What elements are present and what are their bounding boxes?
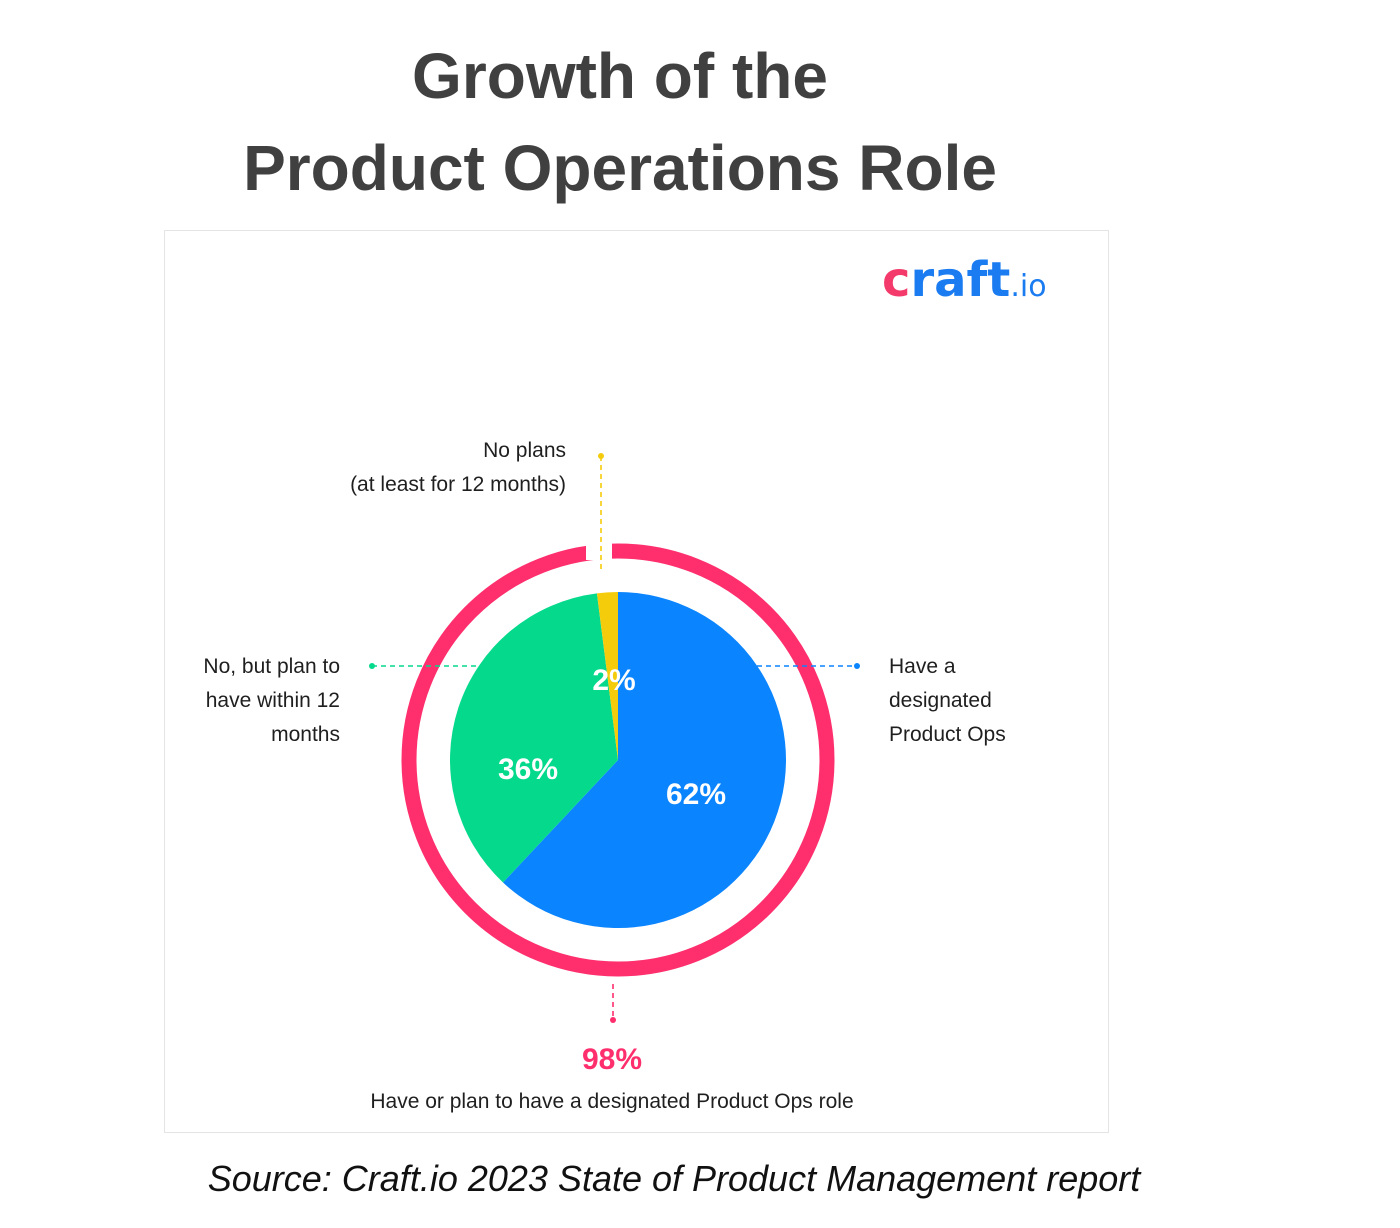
- pie-slice-1: [502, 592, 787, 928]
- title-line-1: Growth of the: [412, 40, 828, 112]
- title-line-2: Product Operations Role: [243, 132, 997, 204]
- slice-label-line: months: [271, 723, 340, 746]
- logo-main-text: raft: [910, 252, 1011, 308]
- slice-label-3: No plans (at least for 12 months): [350, 439, 566, 496]
- total-percentage: 98%: [582, 1043, 642, 1076]
- ring-gap: [586, 530, 612, 560]
- slice-percentage-1: 62%: [666, 778, 726, 811]
- leader-lines: [369, 453, 860, 1023]
- pie-slices: 62% 36% 2%: [450, 592, 787, 928]
- slice-label-line: designated: [889, 689, 992, 712]
- craft-io-logo: craft.io: [882, 250, 1047, 317]
- slice-label-2: No, but plan to have within 12 months: [203, 655, 340, 746]
- slice-label-1: Have a designated Product Ops: [889, 655, 1006, 746]
- slice-percentage-3: 2%: [592, 664, 635, 697]
- leader-dot-3: [598, 453, 604, 459]
- pie-slice-3: [596, 592, 618, 760]
- pie-slice-2: [450, 593, 618, 883]
- leader-dot-2: [369, 663, 375, 669]
- slice-label-line: No, but plan to: [203, 655, 340, 678]
- total-leader-dot: [610, 1017, 616, 1023]
- logo-suffix: .io: [1010, 269, 1047, 304]
- slice-labels: Have a designated Product Ops No, but plan …: [203, 439, 1005, 746]
- total-label: Have or plan to have a designated Produc…: [370, 1090, 853, 1113]
- chart-title: Growth of the Product Operations Role: [0, 30, 1240, 214]
- slice-percentage-2: 36%: [498, 753, 558, 786]
- slice-label-line: No plans: [483, 439, 566, 462]
- total-ring: [401, 543, 835, 977]
- slice-label-line: Have a: [889, 655, 956, 678]
- leader-dot-1: [854, 663, 860, 669]
- slice-label-line: have within 12: [206, 689, 340, 712]
- slice-label-line: Product Ops: [889, 723, 1006, 746]
- source-caption: Source: Craft.io 2023 State of Product M…: [207, 1158, 1141, 1199]
- slice-label-line: (at least for 12 months): [350, 473, 566, 496]
- logo-letter-c: c: [882, 252, 911, 308]
